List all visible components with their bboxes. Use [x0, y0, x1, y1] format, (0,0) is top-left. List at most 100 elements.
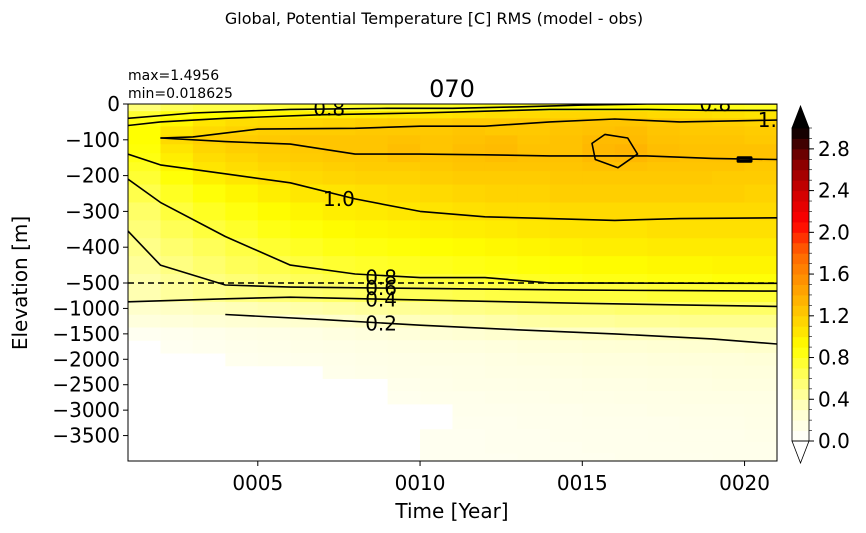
heatmap-cell [744, 171, 777, 186]
heatmap-cell [387, 153, 421, 163]
heatmap-cell [549, 302, 583, 316]
heatmap-cell [484, 352, 518, 367]
heatmap-cell [582, 220, 616, 239]
heatmap-cell [355, 365, 389, 379]
heatmap-cell [679, 118, 713, 127]
colorbar-tick-label: 0.4 [818, 387, 850, 411]
heatmap-cell [614, 104, 648, 112]
heatmap-cell [582, 340, 616, 354]
heatmap-cell [679, 184, 713, 204]
heatmap-cell [452, 314, 486, 329]
heatmap-cell [614, 135, 648, 145]
heatmap-cell [420, 327, 454, 341]
heatmap-cell [679, 238, 713, 257]
heatmap-cell [322, 327, 356, 341]
heatmap-cell [614, 340, 648, 354]
contour-line [128, 296, 777, 308]
heatmap-cell [484, 314, 518, 329]
heatmap-cell [712, 171, 746, 186]
heatmap-cell [744, 135, 777, 145]
x-tick-label: 0020 [719, 471, 770, 495]
heatmap-cell [160, 144, 194, 154]
heatmap-cell [225, 220, 259, 239]
heatmap-cell [712, 429, 746, 443]
heatmap-cell [614, 144, 648, 154]
heatmap-cell [128, 104, 162, 112]
heatmap-cell [517, 378, 551, 392]
heatmap-cell [420, 126, 454, 136]
heatmap-cell [712, 162, 746, 172]
x-tick-label: 0005 [232, 471, 283, 495]
heatmap-cell [257, 153, 291, 163]
heatmap-cell [484, 453, 518, 461]
heatmap-cell [647, 429, 681, 443]
heatmap-cell [387, 378, 421, 392]
colorbar-segment [792, 148, 809, 160]
heatmap-cell [225, 104, 259, 112]
heatmap-cell [322, 352, 356, 367]
heatmap-cell [452, 283, 486, 303]
heatmap-cell [355, 327, 389, 341]
heatmap-cell [484, 153, 518, 163]
heatmap-cell [744, 327, 777, 341]
heatmap-cell [420, 441, 454, 454]
heatmap-cell [582, 441, 616, 454]
heatmap-cell [420, 144, 454, 154]
heatmap-cell [517, 171, 551, 186]
heatmap-cell [355, 314, 389, 329]
heatmap-cell [647, 365, 681, 379]
heatmap-cell [549, 365, 583, 379]
heatmap-cell [614, 118, 648, 127]
heatmap-cell [549, 153, 583, 163]
heatmap-cell [128, 144, 162, 154]
heatmap-cell [420, 162, 454, 172]
heatmap-cell [290, 352, 324, 367]
heatmap-cell [387, 111, 421, 119]
heatmap-cell [647, 238, 681, 257]
heatmap-cell [387, 238, 421, 257]
colorbar-segment [792, 409, 809, 421]
heatmap-cell [549, 453, 583, 461]
heatmap-cell [517, 403, 551, 418]
heatmap-cell [712, 283, 746, 303]
heatmap-cell [387, 340, 421, 354]
heatmap-cell [712, 391, 746, 405]
heatmap-cell [420, 238, 454, 257]
heatmap-cell [517, 429, 551, 443]
heatmap-cell [647, 184, 681, 204]
heatmap-cell [225, 274, 259, 284]
heatmap-cell [614, 171, 648, 186]
heatmap-cell [484, 391, 518, 405]
heatmap-cell [484, 283, 518, 303]
heatmap-cell [322, 274, 356, 284]
contour-line [128, 108, 777, 127]
heatmap-cell [647, 118, 681, 127]
heatmap-cell [549, 391, 583, 405]
heatmap-cell [355, 352, 389, 367]
heatmap-cell [679, 391, 713, 405]
heatmap-cell [225, 135, 259, 145]
heatmap-cell [290, 135, 324, 145]
heatmap-cell [744, 104, 777, 112]
heatmap-cell [517, 391, 551, 405]
colorbar-tick-label: 2.8 [818, 137, 850, 161]
heatmap-cell [290, 314, 324, 329]
x-axis: 0005 0010 0015 0020 [232, 461, 770, 495]
heatmap-cell [420, 111, 454, 119]
heatmap-cell [257, 220, 291, 239]
heatmap-cell [322, 340, 356, 354]
heatmap-cell [582, 378, 616, 392]
heatmap-cell [517, 135, 551, 145]
heatmap-field [128, 104, 777, 461]
heatmap-cell [582, 302, 616, 316]
heatmap-cell [128, 220, 162, 239]
heatmap-cell [192, 118, 226, 127]
heatmap-cell [225, 162, 259, 172]
heatmap-cell [549, 202, 583, 221]
x-axis-label: Time [Year] [394, 499, 508, 523]
heatmap-cell [517, 441, 551, 454]
heatmap-cell [452, 153, 486, 163]
heatmap-cell [128, 118, 162, 127]
heatmap-cell [484, 184, 518, 204]
